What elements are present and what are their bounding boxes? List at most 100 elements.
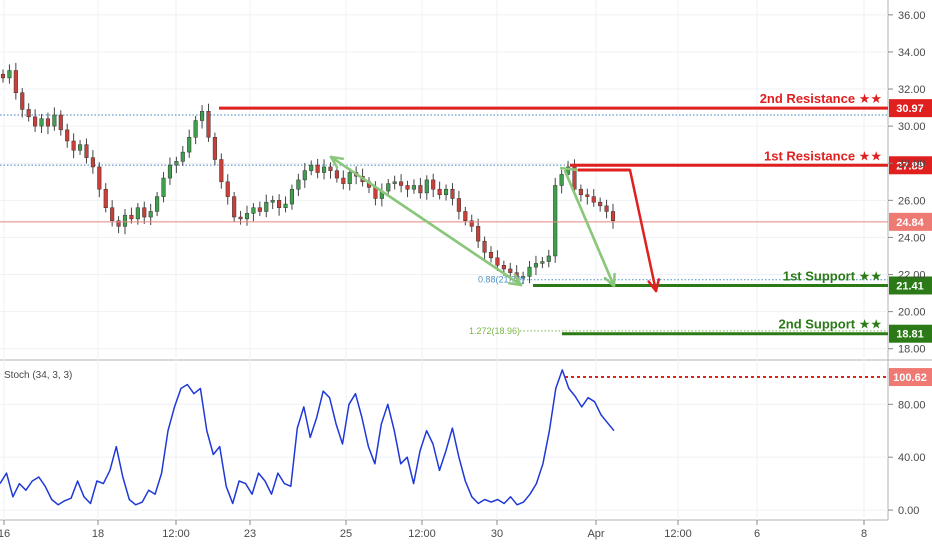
fib-label: 0.88(21.72): [478, 275, 524, 285]
candle-body: [33, 116, 38, 127]
candle-body: [161, 177, 166, 197]
candle-body: [129, 214, 134, 220]
y-tick-label: 34.00: [898, 47, 926, 59]
y-tick-label: 32.00: [898, 84, 926, 96]
green-arrow-line: [329, 155, 523, 287]
candle-body: [444, 188, 449, 196]
level-value: 30.97: [896, 103, 924, 115]
level-value: 21.41: [896, 280, 924, 292]
x-tick-label: 23: [244, 528, 256, 540]
x-tick-label: 8: [861, 528, 867, 540]
candle-body: [174, 161, 179, 166]
candle-body: [411, 185, 416, 190]
candle-body: [392, 181, 397, 184]
stoch-value-label: 100.62: [893, 372, 927, 384]
candle-body: [90, 157, 95, 168]
candle-body: [347, 172, 352, 184]
candle-body: [110, 207, 115, 221]
candle-body: [187, 137, 192, 153]
candle-body: [315, 164, 320, 173]
candle-body: [598, 201, 603, 207]
candle-body: [167, 164, 172, 179]
candle-body: [540, 261, 545, 264]
y-tick-label: 20.00: [898, 307, 926, 319]
candle-body: [212, 137, 217, 160]
x-tick-label: 30: [491, 528, 503, 540]
candle-body: [302, 170, 307, 181]
red-arrow-line: [628, 168, 658, 293]
candle-body: [591, 196, 596, 203]
x-tick-label: Apr: [587, 528, 604, 540]
candle-body: [84, 144, 89, 158]
candle-body: [566, 166, 571, 175]
candle-body: [559, 174, 564, 186]
candle-body: [148, 211, 153, 218]
candle-body: [200, 111, 205, 121]
candle-body: [180, 151, 185, 162]
candle-body: [488, 252, 494, 259]
candle-body: [277, 200, 282, 209]
green-arrow-line: [559, 166, 579, 172]
level-badge: [889, 276, 932, 295]
candle-body: [334, 170, 339, 179]
level-name: 1st Support ★★: [783, 268, 882, 283]
stoch-value-badge: [889, 368, 932, 387]
stoch-line: [0, 369, 615, 506]
stoch-panel: 100.62: [0, 368, 932, 506]
candle-body: [257, 207, 262, 212]
stoch-tick-label: 80.00: [898, 399, 926, 411]
x-tick-label: 16: [0, 528, 10, 540]
candle-body: [142, 207, 147, 218]
candle-body: [482, 240, 487, 253]
x-tick-label: 18: [92, 528, 104, 540]
candle-body: [508, 268, 513, 273]
candle-body: [135, 207, 140, 220]
level-value: 27.89: [896, 160, 924, 172]
candle-body: [405, 185, 410, 190]
green-arrow-line-head: [329, 155, 345, 169]
candle-body: [476, 226, 481, 242]
candle-body: [309, 164, 314, 171]
candle-body: [45, 118, 50, 127]
candle-body: [424, 179, 429, 194]
candle-body: [585, 194, 590, 197]
candle-body: [251, 207, 256, 214]
candle-body: [7, 70, 12, 79]
candle-body: [450, 188, 455, 199]
candle-body: [572, 166, 577, 190]
current-price-badge: [889, 212, 932, 231]
candle-body: [225, 181, 230, 197]
candle-body: [289, 188, 294, 205]
candle-body: [238, 216, 243, 220]
green-arrow-line-head: [603, 272, 616, 288]
candle-body: [604, 205, 609, 212]
candle-body: [469, 220, 474, 227]
y-tick-label: 18.00: [898, 344, 926, 356]
candle-body: [456, 198, 461, 212]
candle-body: [13, 70, 18, 93]
level-badge: [889, 324, 932, 343]
candle-body: [58, 114, 63, 131]
stoch-tick-label: 40.00: [898, 452, 926, 464]
support-resistance-levels: 24.84 2nd Resistance ★★ 30.97 1st Resistanc…: [0, 91, 932, 343]
candle-body: [578, 188, 583, 196]
candle-body: [0, 73, 6, 79]
level-badge: [889, 99, 932, 118]
stoch-title: Stoch (34, 3, 3): [4, 370, 72, 381]
level-name: 2nd Resistance ★★: [760, 91, 882, 106]
candle-body: [155, 196, 160, 212]
candle-body: [527, 266, 532, 277]
candle-body: [264, 201, 269, 212]
y-tick-label: 22.00: [898, 270, 926, 282]
candle-body: [533, 263, 538, 268]
candle-body: [103, 188, 108, 209]
x-tick-label: 12:00: [162, 528, 190, 540]
candle-body: [219, 159, 224, 183]
candle-body: [495, 257, 500, 266]
x-axis-labels: 16 18 12:00 23 25 12:00 30 Apr 12:00 6 8: [0, 520, 867, 540]
candle-body: [399, 181, 404, 186]
y-tick-label: 24.00: [898, 232, 926, 244]
y-tick-label: 26.00: [898, 195, 926, 207]
candle-body: [116, 220, 121, 227]
